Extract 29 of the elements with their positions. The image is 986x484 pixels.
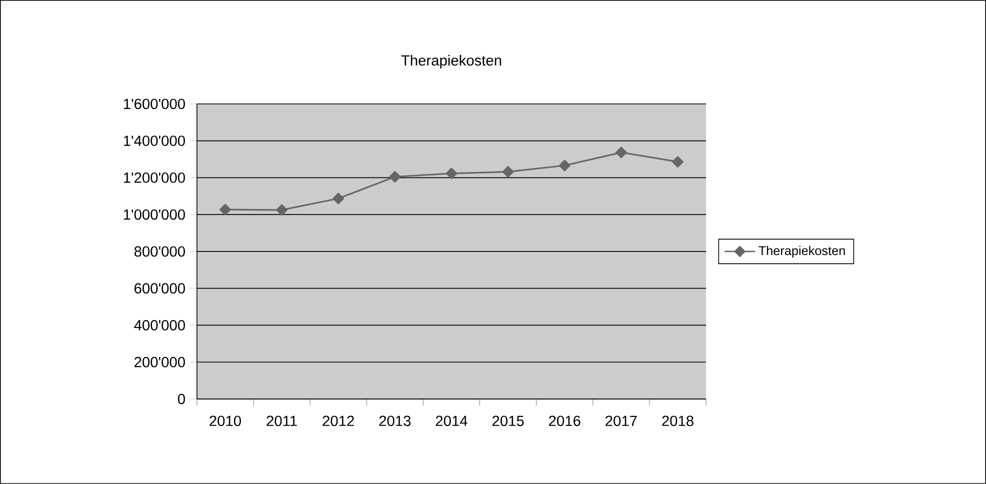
- x-tick-label: 2012: [322, 416, 354, 426]
- x-tick-label: 2011: [266, 416, 297, 426]
- x-tick-label: 2015: [492, 416, 524, 426]
- legend-label: Therapiekosten: [758, 246, 845, 258]
- point: [615, 146, 627, 158]
- point: [672, 156, 684, 168]
- x-tick-label: 2013: [379, 416, 411, 426]
- y-tick-label: 400'000: [134, 320, 185, 330]
- x-tick-label: 2017: [606, 416, 637, 426]
- point: [389, 171, 401, 183]
- point: [332, 192, 344, 204]
- y-tick-label: 1'400'000: [124, 136, 185, 146]
- y-tick-label: 200'000: [134, 356, 185, 368]
- x-tick-label: 2016: [549, 416, 580, 426]
- point: [220, 204, 231, 216]
- chart-title: Therapiekosten: [401, 54, 502, 69]
- point: [502, 166, 514, 178]
- x-tick-label: 2010: [210, 416, 241, 426]
- point: [276, 204, 288, 216]
- x-tick-label: 2014: [436, 416, 468, 426]
- y-tick-label: 600'000: [134, 283, 185, 294]
- y-tick-label: 0: [178, 394, 185, 404]
- y-tick-label: 800'000: [134, 246, 185, 257]
- y-tick-label: 1'000'000: [124, 209, 185, 220]
- point: [558, 160, 570, 172]
- x-tick-label: 2018: [662, 416, 694, 426]
- y-tick-label: 1'200'000: [124, 172, 185, 183]
- y-tick-label: 1'600'000: [124, 98, 185, 110]
- point: [446, 168, 458, 180]
